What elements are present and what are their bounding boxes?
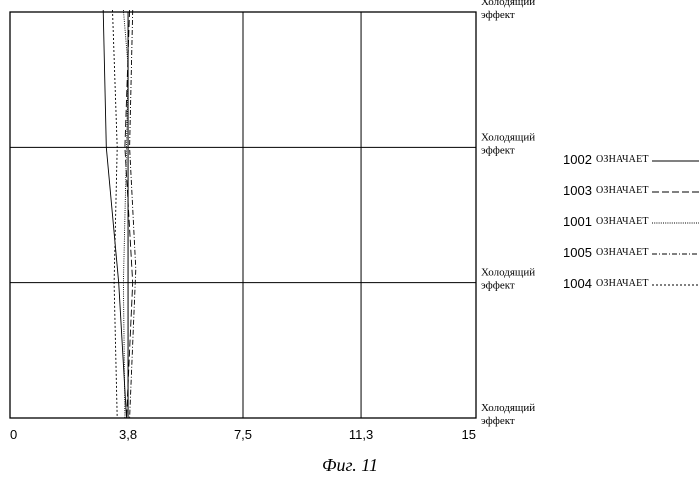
series-line-1004 [113, 10, 118, 418]
series-line-1005 [130, 10, 136, 418]
legend-line-swatch [563, 183, 700, 203]
figure-caption: Фиг. 11 [0, 455, 700, 476]
x-tick-label: 0 [10, 427, 17, 442]
legend-line-swatch [563, 276, 700, 296]
legend-item: 1005 ОЗНАЧАЕТ [563, 245, 700, 276]
legend: 1002 ОЗНАЧАЕТ 1003 ОЗНАЧАЕТ 1001 ОЗНАЧАЕ… [563, 152, 700, 307]
x-tick-label: 7,5 [234, 427, 252, 442]
y-tick-label: Холодящийэффект [481, 0, 535, 21]
y-tick-label: Холодящийэффект [481, 402, 535, 427]
legend-item: 1003 ОЗНАЧАЕТ [563, 183, 700, 214]
x-tick-label: 3,8 [119, 427, 137, 442]
legend-line-swatch [563, 152, 700, 172]
y-tick-label: Холодящийэффект [481, 131, 535, 156]
legend-item: 1001 ОЗНАЧАЕТ [563, 214, 700, 245]
legend-item: 1002 ОЗНАЧАЕТ [563, 152, 700, 183]
legend-item: 1004 ОЗНАЧАЕТ [563, 276, 700, 307]
x-tick-label: 15 [462, 427, 476, 442]
legend-line-swatch [563, 214, 700, 234]
x-tick-label: 11,3 [349, 427, 373, 442]
legend-line-swatch [563, 245, 700, 265]
y-tick-label: Холодящийэффект [481, 267, 535, 292]
